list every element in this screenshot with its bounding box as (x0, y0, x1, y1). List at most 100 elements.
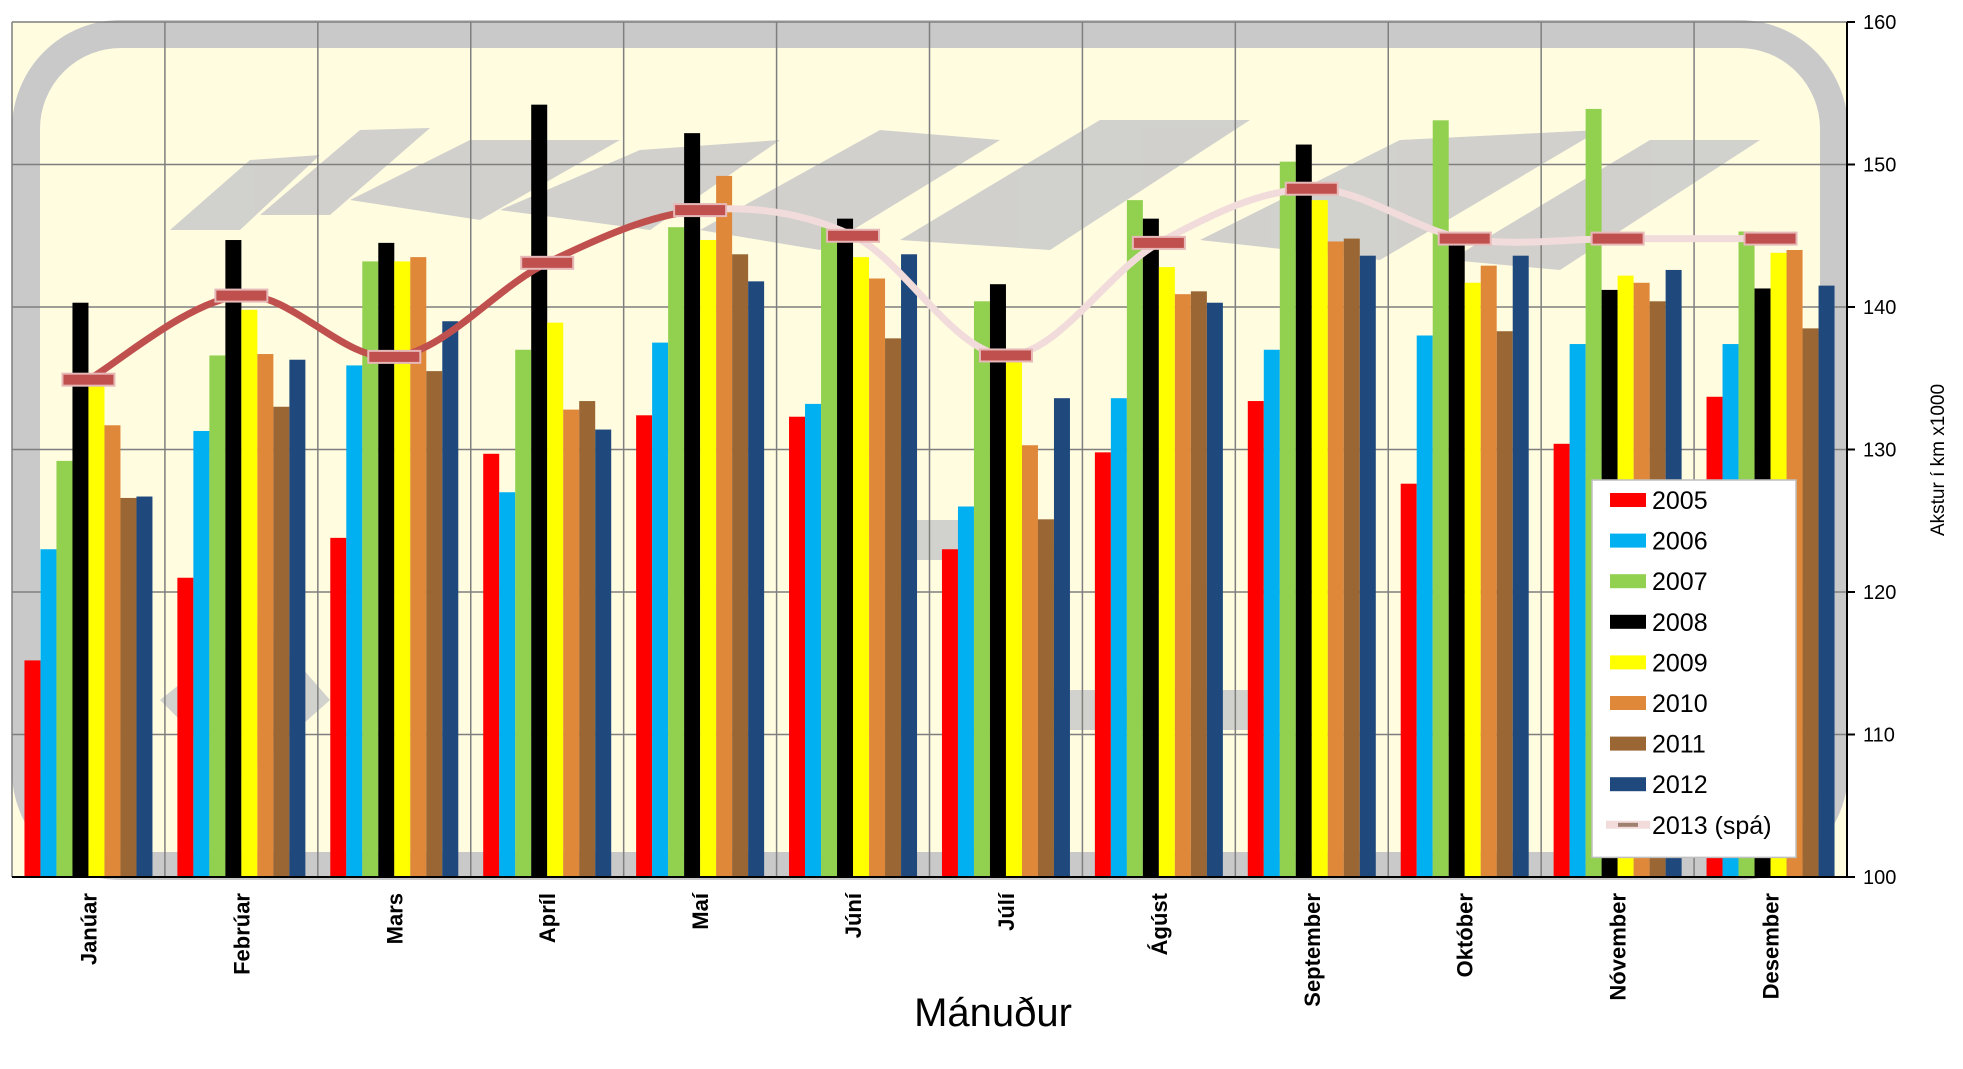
bar (1400, 483, 1417, 877)
bar (595, 429, 612, 877)
legend-label: 2011 (1652, 731, 1706, 759)
forecast-marker (367, 349, 422, 364)
bar (941, 549, 958, 877)
bar (579, 401, 596, 877)
bar (1247, 401, 1264, 877)
forecast-marker (978, 348, 1033, 363)
bar (1174, 294, 1191, 877)
legend-label: 2012 (1652, 771, 1708, 799)
bar (885, 338, 902, 878)
bar (104, 425, 121, 877)
bar (1327, 241, 1344, 877)
y-tick-label: 140 (1863, 297, 1896, 319)
bar (901, 254, 918, 877)
bar (636, 415, 653, 877)
legend-marker (1618, 822, 1638, 827)
bar (24, 660, 41, 877)
bar (563, 409, 580, 877)
bar (1432, 120, 1449, 877)
forecast-marker (61, 372, 116, 387)
legend-swatch (1610, 736, 1646, 751)
x-tick-label: Apríl (535, 893, 560, 943)
bar (547, 322, 564, 877)
bar (362, 261, 379, 877)
legend-swatch (1610, 493, 1646, 507)
legend-label: 2005 (1652, 487, 1708, 515)
forecast-marker (1284, 181, 1339, 196)
x-tick-label: Júní (841, 892, 866, 938)
bar (973, 301, 990, 877)
legend-label: 2009 (1652, 649, 1708, 677)
bar (1094, 452, 1111, 877)
bar (732, 254, 749, 877)
bar (1142, 218, 1159, 877)
bar (136, 496, 153, 877)
bar (869, 278, 886, 877)
x-tick-label: Nóvember (1606, 893, 1631, 1001)
bar (394, 261, 411, 877)
bar (957, 506, 974, 877)
bar (531, 104, 548, 877)
y-tick-label: 130 (1863, 440, 1896, 462)
bar (410, 257, 427, 877)
bar (853, 257, 870, 877)
forecast-marker (1131, 235, 1186, 250)
legend: 2005 2006 2007 2008 2009 2010 2011 2012 2013 (sp… (1591, 479, 1797, 859)
legend-swatch (1610, 533, 1646, 548)
bar (1053, 398, 1070, 877)
forecast-marker (673, 203, 728, 218)
bar (40, 549, 57, 877)
bar (1158, 267, 1175, 878)
forecast-line (61, 181, 1798, 387)
x-axis-title: Mánuður (914, 991, 1072, 1035)
bar (1496, 331, 1513, 878)
bar (120, 497, 137, 877)
bar (426, 371, 443, 877)
legend-swatch (1610, 777, 1646, 792)
bar (1553, 443, 1570, 877)
x-tick-label: Maí (688, 892, 713, 930)
bar (209, 355, 226, 877)
bar (193, 430, 210, 877)
y-tick-label: 160 (1863, 12, 1896, 34)
bar (346, 365, 363, 877)
forecast-marker (520, 255, 575, 270)
x-tick-label: Desember (1759, 893, 1784, 1000)
bar (56, 460, 73, 877)
bar (1802, 328, 1819, 877)
bar (1126, 200, 1143, 877)
bar (1512, 255, 1529, 877)
bar (1206, 302, 1223, 878)
bar (442, 321, 459, 877)
bar (1343, 238, 1360, 878)
forecast-marker (1590, 231, 1645, 246)
bar (668, 227, 685, 877)
bar (805, 403, 822, 877)
y-tick-label: 120 (1863, 582, 1896, 604)
bar (1037, 519, 1054, 877)
x-tick-label: Mars (382, 893, 407, 944)
bar (1279, 161, 1296, 877)
bar (1295, 144, 1312, 878)
bar (1190, 291, 1207, 877)
bar (289, 359, 306, 878)
y-axis-title: Akstur í km x1000 (1928, 384, 1949, 536)
bar (1021, 445, 1038, 877)
bar (72, 302, 89, 878)
bar (1480, 265, 1497, 877)
bar (821, 227, 838, 877)
bar (684, 133, 701, 877)
legend-swatch (1610, 614, 1646, 629)
legend-label: 2010 (1652, 690, 1708, 718)
bar (1311, 200, 1328, 877)
bar (499, 492, 516, 877)
bar (330, 537, 347, 877)
forecast-marker (1437, 231, 1492, 246)
bar (1464, 282, 1481, 877)
forecast-marker (214, 288, 269, 303)
bar (652, 342, 669, 877)
legend-swatch (1610, 696, 1646, 710)
bar (273, 406, 290, 877)
bar (1416, 335, 1433, 877)
legend-swatch (1610, 574, 1646, 589)
